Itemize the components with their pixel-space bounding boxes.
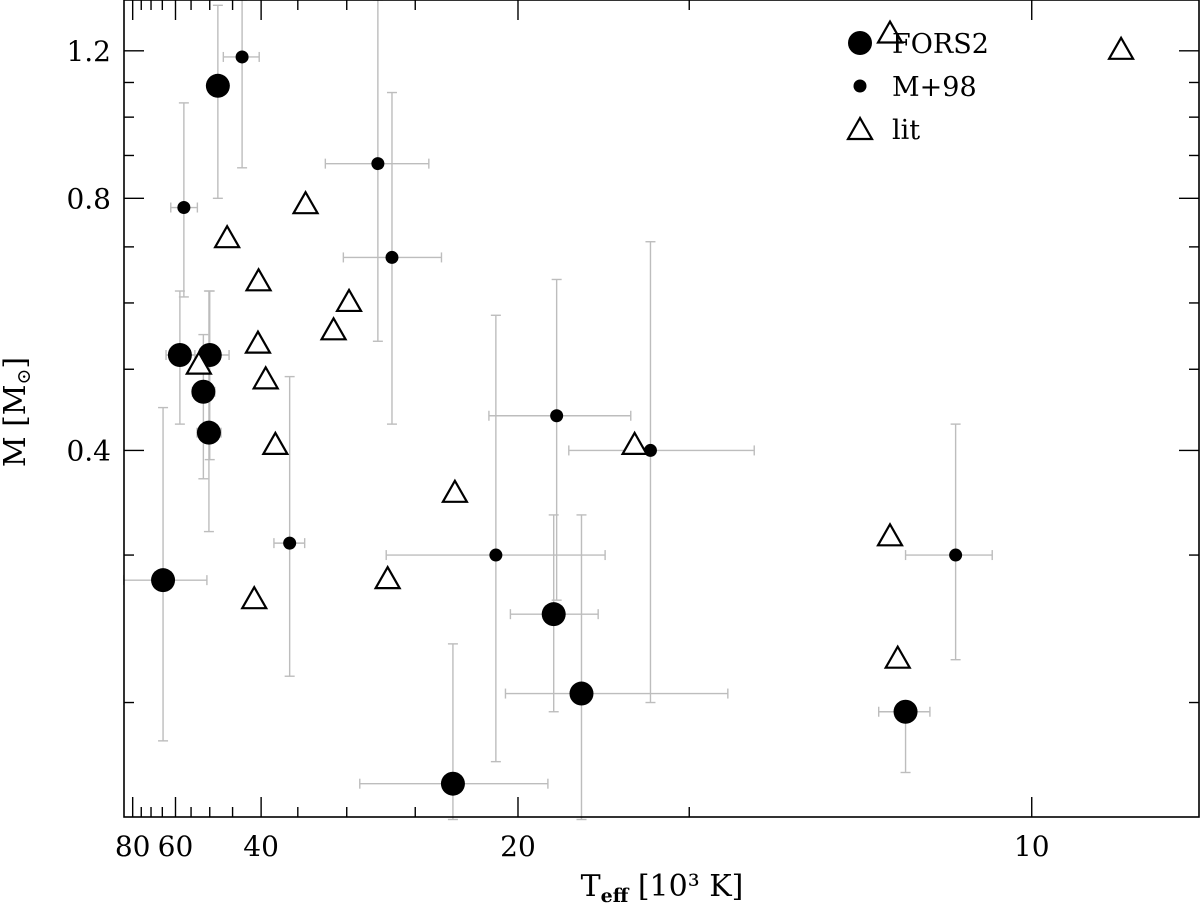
point-lit bbox=[244, 329, 272, 354]
point-lit bbox=[261, 430, 290, 456]
point-fors2 bbox=[893, 699, 918, 724]
x-axis-title-main: T bbox=[581, 869, 601, 903]
point-lit bbox=[620, 430, 649, 456]
point-fors2 bbox=[541, 602, 566, 627]
point-fors2 bbox=[569, 681, 594, 706]
point-m98 bbox=[949, 548, 963, 562]
point-fors2 bbox=[151, 568, 176, 593]
y-tick-label: 0.4 bbox=[66, 434, 111, 467]
point-lit bbox=[883, 644, 912, 669]
point-lit bbox=[213, 223, 242, 249]
point-m98 bbox=[177, 201, 191, 215]
x-tick-label: 60 bbox=[158, 830, 194, 863]
point-fors2 bbox=[196, 420, 221, 445]
point-lit bbox=[1107, 35, 1135, 60]
point-lit bbox=[291, 189, 320, 215]
axis-ticks bbox=[124, 0, 1199, 817]
point-m98 bbox=[550, 409, 564, 423]
point-m98 bbox=[385, 250, 399, 264]
x-tick-label: 20 bbox=[500, 830, 536, 863]
legend-marker-m98 bbox=[853, 79, 867, 93]
y-axis-title-close: ] bbox=[0, 357, 33, 369]
point-lit bbox=[876, 19, 904, 44]
legend-label-m98: M+98 bbox=[892, 72, 977, 103]
y-axis-title-sun: ⊙ bbox=[13, 369, 35, 385]
point-fors2 bbox=[191, 379, 216, 404]
legend-marker-fors2 bbox=[848, 31, 872, 55]
x-tick-label: 80 bbox=[115, 830, 151, 863]
point-fors2 bbox=[440, 771, 465, 796]
point-lit bbox=[251, 365, 280, 390]
point-lit bbox=[319, 316, 348, 341]
point-fors2 bbox=[205, 73, 230, 98]
point-lit bbox=[441, 478, 469, 503]
x-tick-label: 10 bbox=[1014, 830, 1050, 863]
point-m98 bbox=[489, 548, 503, 562]
data-markers bbox=[151, 19, 1135, 796]
x-axis-title-rest: [10³ K] bbox=[628, 869, 743, 903]
point-lit bbox=[244, 267, 273, 292]
x-axis-title-sub: eff bbox=[601, 885, 630, 903]
point-lit bbox=[876, 522, 904, 547]
legend: FORS2 M+98 lit bbox=[846, 29, 989, 146]
y-axis-title: M [M⊙] bbox=[0, 357, 35, 467]
x-axis-title: Teff [10³ K] bbox=[581, 869, 744, 903]
y-axis-title-main: M [M bbox=[0, 384, 33, 467]
tick-labels: 80 60 40 20 10 0.4 0.8 1.2 bbox=[66, 35, 1049, 863]
point-m98 bbox=[235, 50, 249, 64]
point-m98 bbox=[283, 536, 297, 550]
plot-frame bbox=[123, 0, 1200, 818]
point-m98 bbox=[371, 157, 385, 171]
y-tick-label: 1.2 bbox=[66, 35, 111, 68]
point-lit bbox=[184, 350, 213, 375]
point-fors2 bbox=[167, 342, 192, 367]
x-tick-label: 40 bbox=[243, 830, 279, 863]
legend-label-lit: lit bbox=[892, 115, 920, 146]
legend-marker-lit bbox=[846, 115, 874, 141]
legend-label-fors2: FORS2 bbox=[892, 29, 989, 60]
point-lit bbox=[373, 564, 402, 590]
point-lit bbox=[240, 584, 269, 610]
y-tick-label: 0.8 bbox=[66, 182, 111, 215]
point-lit bbox=[335, 287, 363, 313]
